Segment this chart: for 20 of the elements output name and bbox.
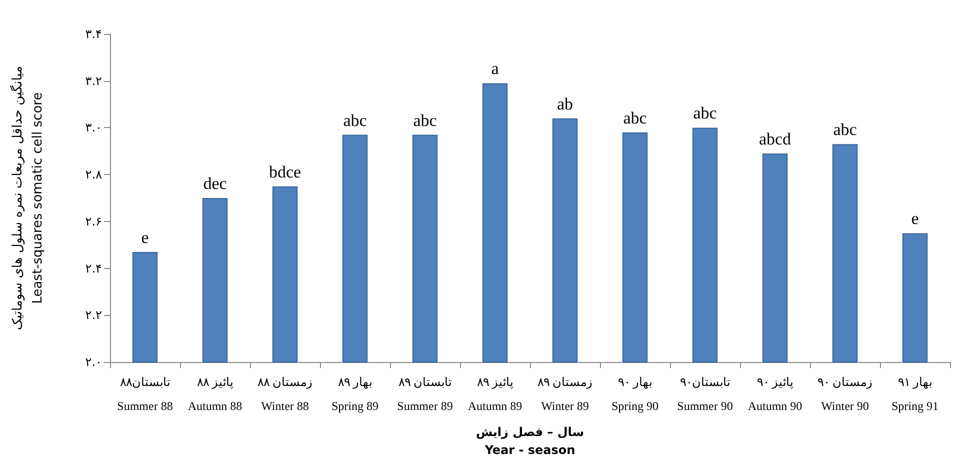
y-tick-label: ۲.۰ <box>85 355 102 370</box>
data-label: bdce <box>268 162 302 182</box>
y-tick-label: ۲.۶ <box>85 214 102 228</box>
data-label: e <box>911 209 919 228</box>
data-label: a <box>491 59 500 78</box>
data-label: abc <box>343 110 368 130</box>
y-tick-label: ۳.۲ <box>85 74 102 88</box>
data-label: abc <box>413 110 438 130</box>
y-tick-label: ۳.۴ <box>85 27 102 41</box>
y-tick-label: ۳.۰ <box>85 120 102 135</box>
data-label: dec <box>203 174 228 194</box>
y-tick-label: ۲.۴ <box>85 261 102 276</box>
data-label: abc <box>623 108 648 128</box>
y-tick-label: ۲.۲ <box>85 308 102 322</box>
data-label: ab <box>556 94 574 114</box>
data-label: abc <box>693 104 718 123</box>
data-label: abcd <box>758 130 792 149</box>
data-label: abc <box>833 120 858 140</box>
y-tick-label: ۲.۸ <box>85 168 103 182</box>
data-label: e <box>141 228 149 247</box>
